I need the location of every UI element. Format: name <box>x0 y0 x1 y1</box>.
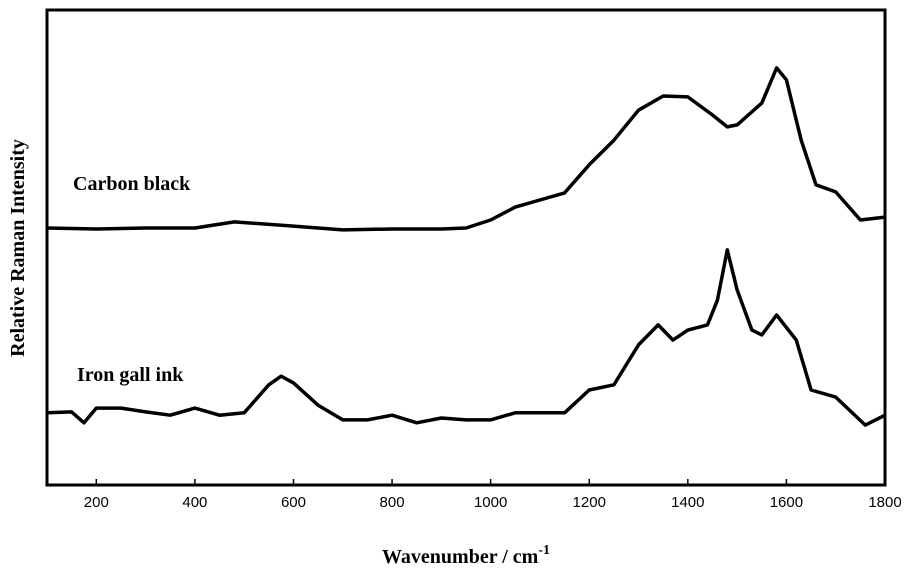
x-tick-label: 1600 <box>770 494 803 511</box>
y-axis-label: Relative Raman Intensity <box>7 139 29 357</box>
x-tick-label: 200 <box>84 494 109 511</box>
series-label: Iron gall ink <box>77 364 184 386</box>
spectrum-line <box>46 66 886 232</box>
x-tick-label: 1400 <box>671 494 704 511</box>
plot-frame <box>45 8 887 487</box>
spectrum-line <box>46 248 886 427</box>
x-axis-label-sup: -1 <box>538 543 550 558</box>
x-tick-label: 800 <box>380 494 405 511</box>
x-tick-label: 400 <box>182 494 207 511</box>
x-tick-label: 600 <box>281 494 306 511</box>
x-axis-label: Wavenumber / cm-1 <box>382 543 550 568</box>
x-tick-label: 1800 <box>868 494 901 511</box>
series-label: Carbon black <box>73 173 191 195</box>
x-tick-label: 1200 <box>573 494 606 511</box>
x-axis-label-text: Wavenumber / cm <box>382 546 539 568</box>
x-tick-label: 1000 <box>474 494 507 511</box>
